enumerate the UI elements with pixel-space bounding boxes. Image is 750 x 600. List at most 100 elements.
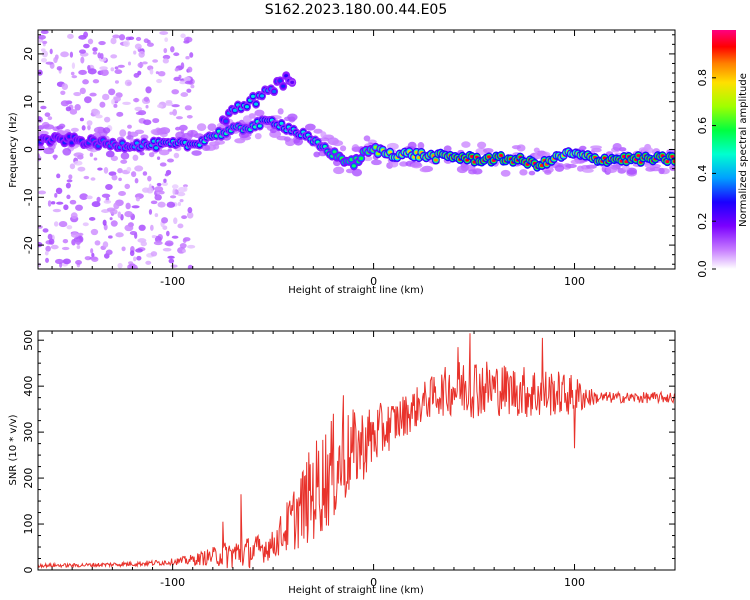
heatmap-noise-blob <box>118 34 126 41</box>
ridge-core-cell <box>359 156 364 160</box>
heatmap-noise-blob <box>148 208 153 215</box>
heatmap-noise-blob <box>165 101 173 106</box>
heatmap-noise-blob <box>135 196 141 202</box>
y-tick-label: 0 <box>22 146 35 153</box>
heatmap-noise-blob <box>103 116 111 123</box>
spectrogram-y-label: Frequency (Hz) <box>8 112 19 188</box>
heatmap-noise-blob <box>152 59 159 63</box>
heatmap-noise-blob <box>76 244 81 250</box>
heatmap-noise-blob <box>66 194 71 200</box>
y-tick-label: 0 <box>22 567 35 574</box>
heatmap-main-ridge <box>38 115 675 172</box>
heatmap-haze-blob <box>305 123 316 131</box>
heatmap-noise-blob <box>38 34 46 40</box>
heatmap-noise-blob <box>110 54 118 59</box>
heatmap-noise-blob <box>78 49 87 54</box>
heatmap-noise-blob <box>134 106 143 112</box>
ridge-core-cell <box>433 158 438 162</box>
heatmap-noise-blob <box>128 36 135 41</box>
heatmap-noise-blob <box>156 156 161 160</box>
heatmap-noise-blob <box>56 173 61 179</box>
colorbar-tick-label: 0.2 <box>696 212 709 230</box>
heatmap-noise-blob <box>110 220 118 227</box>
heatmap-noise-blob <box>106 207 116 212</box>
heatmap-haze-blob <box>605 166 618 173</box>
heatmap-noise-blob <box>92 47 98 52</box>
heatmap-noise-blob <box>185 56 190 60</box>
heatmap-haze-blob <box>97 126 105 133</box>
ridge-core-cell <box>134 141 139 145</box>
heatmap-haze-blob <box>191 150 202 156</box>
heatmap-noise-blob <box>117 167 123 174</box>
heatmap-noise-blob <box>44 112 51 117</box>
heatmap-haze-blob <box>207 123 217 131</box>
heatmap-noise <box>38 30 196 269</box>
heatmap-noise-blob <box>66 225 73 230</box>
ridge-core-cell <box>388 150 393 154</box>
heatmap-noise-blob <box>162 247 172 252</box>
heatmap-noise-blob <box>113 96 121 102</box>
heatmap-haze-blob <box>102 127 111 134</box>
heatmap-noise-blob <box>161 182 168 187</box>
heatmap-noise-blob <box>47 116 53 121</box>
heatmap-haze-blob <box>126 135 134 140</box>
heatmap-noise-blob <box>125 202 131 210</box>
y-tick-label: 20 <box>22 47 35 61</box>
heatmap-noise-blob <box>179 243 187 249</box>
heatmap-noise-blob <box>170 264 178 268</box>
heatmap-noise-blob <box>40 105 47 110</box>
heatmap-haze-blob <box>626 167 638 175</box>
heatmap-noise-blob <box>180 33 186 39</box>
heatmap-noise-blob <box>60 90 66 95</box>
heatmap-noise-blob <box>53 154 57 161</box>
heatmap-haze-blob <box>389 160 399 168</box>
heatmap-haze-blob <box>62 147 72 156</box>
heatmap-noise-blob <box>186 88 192 93</box>
heatmap-noise-blob <box>186 211 194 219</box>
heatmap-noise-blob <box>110 67 115 72</box>
ridge-core-cell <box>272 89 277 94</box>
heatmap-noise-blob <box>89 92 97 97</box>
heatmap-noise-blob <box>110 155 118 162</box>
heatmap-haze-blob <box>186 129 199 138</box>
heatmap-noise-blob <box>70 71 75 76</box>
heatmap-noise-blob <box>158 71 166 77</box>
heatmap-noise-blob <box>38 190 47 195</box>
heatmap-noise-blob <box>114 69 123 75</box>
heatmap-haze-blob <box>511 145 521 150</box>
heatmap-noise-blob <box>149 68 154 75</box>
ridge-core-cell <box>257 124 262 128</box>
heatmap-noise-blob <box>173 152 180 159</box>
heatmap-noise-blob <box>183 76 191 82</box>
heatmap-noise-blob <box>91 252 95 258</box>
heatmap-noise-blob <box>145 86 152 94</box>
heatmap-haze-blob <box>320 131 327 138</box>
heatmap-haze-blob <box>201 144 211 152</box>
heatmap-noise-blob <box>50 201 56 205</box>
heatmap-noise-blob <box>177 201 182 207</box>
heatmap-noise-blob <box>77 232 84 236</box>
heatmap-noise-blob <box>68 174 73 180</box>
heatmap-noise-blob <box>113 103 118 108</box>
heatmap-noise-blob <box>89 152 94 157</box>
y-tick-label: 10 <box>22 95 35 109</box>
heatmap-noise-blob <box>182 238 187 243</box>
heatmap-noise-blob <box>63 204 69 211</box>
heatmap-noise-blob <box>78 69 87 76</box>
heatmap-noise-blob <box>127 124 132 129</box>
heatmap-noise-blob <box>183 186 188 192</box>
heatmap-noise-blob <box>83 175 90 180</box>
heatmap-noise-blob <box>129 231 138 236</box>
heatmap-haze-blob <box>419 167 431 173</box>
heatmap-noise-blob <box>163 178 167 183</box>
snr-ticks: -100 0 100 0 100 200 300 400 500 <box>22 330 676 589</box>
heatmap-noise-blob <box>133 73 140 78</box>
ridge-core-cell <box>665 160 670 164</box>
heatmap-noise-blob <box>118 177 122 182</box>
heatmap-noise-blob <box>133 98 140 103</box>
heatmap-noise-blob <box>179 80 187 85</box>
heatmap-noise-blob <box>167 255 175 259</box>
heatmap-noise-blob <box>84 96 92 104</box>
heatmap-noise-blob <box>44 250 49 256</box>
heatmap-haze-blob <box>482 147 494 154</box>
